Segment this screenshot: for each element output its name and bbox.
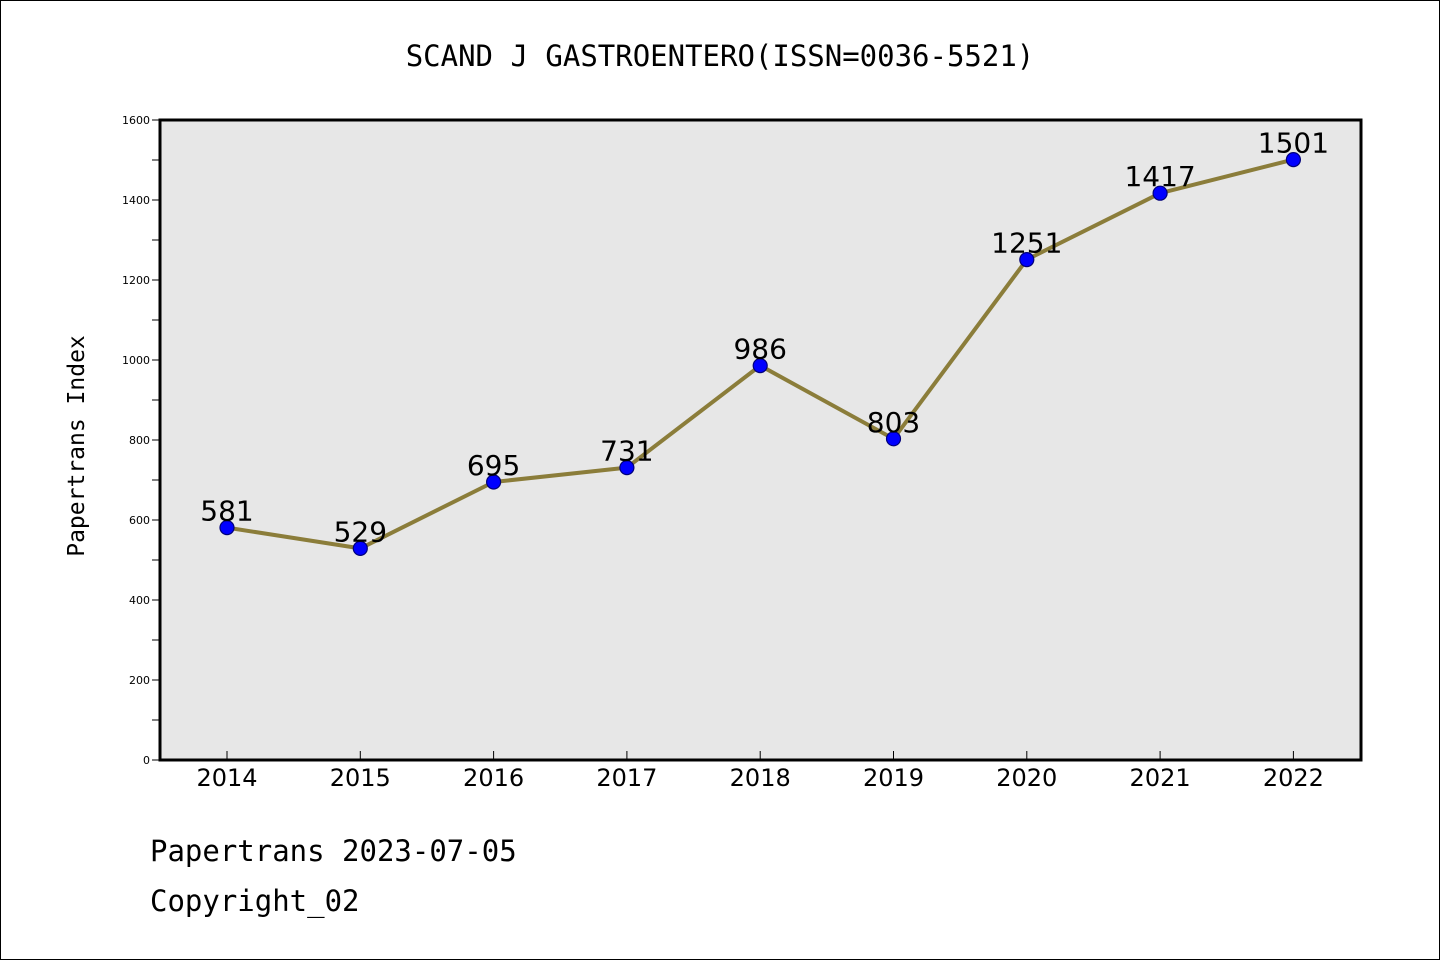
footer-copyright: Copyright_02 (150, 884, 360, 918)
data-label: 1251 (991, 227, 1062, 260)
data-point (885, 431, 902, 447)
data-label: 731 (600, 435, 653, 468)
y-tick-label: 400 (129, 594, 150, 607)
x-tick-label: 2020 (996, 764, 1057, 792)
data-labels: 581 529 695 731 986 803 1251 1417 1501 (200, 127, 1329, 549)
footer-date: Papertrans 2023-07-05 (150, 834, 517, 868)
data-point (1152, 185, 1168, 201)
y-tick-label: 0 (143, 754, 150, 767)
x-tick-label: 2019 (863, 764, 924, 792)
x-tick-label: 2015 (330, 764, 391, 792)
chart-title: SCAND J GASTROENTERO(ISSN=0036-5521) (406, 39, 1035, 73)
data-point (1285, 152, 1302, 168)
x-axis: 2014 2015 2016 2017 2018 2019 2020 2021 2022 (196, 751, 1324, 792)
data-point (619, 460, 635, 476)
data-point (352, 540, 368, 557)
x-tick-label: 2014 (196, 764, 257, 792)
y-tick-label: 600 (129, 514, 150, 527)
data-label: 1417 (1124, 160, 1195, 193)
data-label: 1501 (1258, 127, 1329, 160)
data-label: 581 (200, 495, 253, 528)
y-axis-label: Papertrans Index (64, 335, 90, 557)
y-tick-label: 200 (129, 674, 150, 687)
x-tick-label: 2017 (596, 764, 657, 792)
y-axis: 0 200 400 600 800 1000 1200 1400 1600 (122, 114, 160, 767)
y-tick-label: 1600 (122, 114, 150, 127)
data-point (1019, 252, 1035, 268)
data-point (486, 474, 502, 490)
x-tick-label: 2018 (730, 764, 791, 792)
plot-area (160, 120, 1361, 760)
x-tick-label: 2022 (1263, 764, 1324, 792)
data-label: 695 (467, 449, 520, 482)
data-label: 986 (733, 333, 786, 366)
y-tick-label: 1200 (122, 274, 150, 287)
data-label: 803 (867, 406, 920, 439)
y-tick-label: 800 (129, 434, 150, 447)
data-point (219, 519, 235, 536)
data-markers (219, 152, 1302, 557)
y-tick-label: 1000 (122, 354, 150, 367)
x-tick-label: 2021 (1130, 764, 1191, 792)
data-point (752, 358, 768, 374)
y-tick-label: 1400 (122, 194, 150, 207)
plot-border (158, 118, 1363, 762)
x-tick-label: 2016 (463, 764, 524, 792)
data-label: 529 (334, 515, 387, 548)
